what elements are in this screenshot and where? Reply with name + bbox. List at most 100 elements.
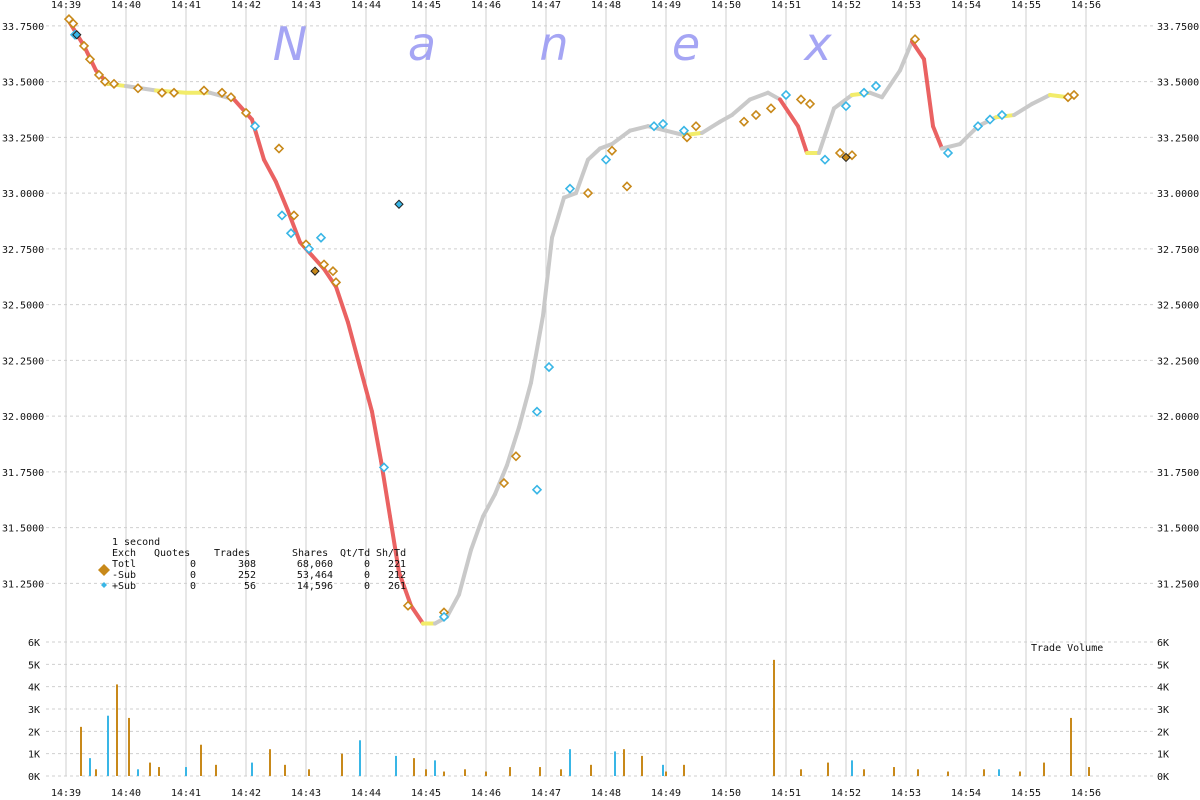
volume-bar [1070, 717, 1072, 776]
trade-plus-marker [531, 406, 543, 417]
volume-bar [623, 749, 625, 776]
trade-plus-marker [378, 462, 390, 473]
time-tick-bottom: 14:41 [171, 788, 201, 799]
volume-bar [95, 769, 97, 776]
time-tick-top: 14:49 [651, 0, 681, 11]
trade-plus-marker [276, 210, 288, 221]
legend-row-shares: 68,060 [297, 559, 333, 570]
trade-plus-marker [972, 121, 984, 132]
price-segment [397, 570, 413, 608]
trade-minus-marker [108, 78, 120, 89]
time-tick-top: 14:40 [111, 0, 141, 11]
price-segment [232, 97, 254, 122]
volume-title: Trade Volume [1031, 643, 1103, 654]
trade-minus-marker [690, 121, 702, 132]
trade-minus-marker [216, 87, 228, 98]
volume-bar [215, 764, 217, 776]
time-tick-top: 14:41 [171, 0, 201, 11]
price-segment [664, 128, 686, 138]
legend-header-exch: Exch [112, 548, 136, 559]
time-tick-top: 14:48 [591, 0, 621, 11]
time-tick-bottom: 14:52 [831, 788, 861, 799]
trade-minus-marker [510, 451, 522, 462]
volume-bar [341, 753, 343, 776]
volume-tick-right: 5K [1157, 660, 1169, 671]
price-tick-left: 31.7500 [2, 468, 44, 479]
volume-bar [485, 771, 487, 776]
trade-plus-marker [648, 121, 660, 132]
watermark-letter: N [273, 17, 307, 71]
volume-bar [773, 659, 775, 776]
time-tick-top: 14:53 [891, 0, 921, 11]
legend-row-shtd: 221 [388, 559, 406, 570]
price-tick-left: 32.2500 [2, 356, 44, 367]
trade-plus-marker [678, 125, 690, 136]
legend-layer: 1 second Exch Quotes Trades Shares Qt/Td… [98, 537, 406, 592]
price-tick-right: 32.2500 [1157, 356, 1199, 367]
trade-minus-marker [225, 92, 237, 103]
price-segment [262, 157, 278, 184]
price-segment [517, 380, 533, 430]
trade-minus-marker [804, 98, 816, 110]
volume-bar [269, 749, 271, 776]
time-tick-top: 14:50 [711, 0, 741, 11]
volume-bar [665, 771, 667, 776]
trade-minus-marker [93, 69, 105, 81]
volume-bar [983, 769, 985, 776]
price-segment [574, 157, 590, 196]
volume-bar [590, 764, 592, 776]
volume-bar [893, 767, 895, 776]
trade-minus-marker [681, 132, 693, 143]
trade-plus-marker [657, 118, 669, 130]
legend-row-shares: 14,596 [297, 581, 333, 592]
volume-bar [509, 767, 511, 776]
trade-minus-marker [621, 181, 633, 192]
trade-minus-marker [1068, 89, 1080, 101]
price-tick-right: 33.2500 [1157, 133, 1199, 144]
legend-header-shares: Shares [292, 548, 328, 559]
trade-solid-marker [310, 266, 320, 276]
volume-bar [185, 767, 187, 776]
trade-minus-marker [99, 76, 111, 87]
trade-solid-marker [72, 30, 82, 40]
price-segment [931, 124, 944, 151]
legend-row-quotes: 0 [190, 559, 196, 570]
time-tick-bottom: 14:56 [1071, 788, 1101, 799]
legend-interval: 1 second [112, 537, 160, 548]
volume-bar [116, 684, 118, 776]
trade-plus-marker [996, 109, 1008, 121]
price-segment [1012, 101, 1034, 118]
price-segment [817, 106, 836, 155]
price-segment [778, 97, 800, 129]
price-tick-left: 33.0000 [2, 189, 44, 200]
time-tick-bottom: 14:54 [951, 788, 981, 799]
price-segment [445, 592, 461, 619]
time-tick-bottom: 14:53 [891, 788, 921, 799]
time-tick-bottom: 14:39 [51, 788, 81, 799]
trade-minus-marker [909, 34, 921, 45]
legend-header-quotes: Quotes [154, 548, 190, 559]
time-tick-top: 14:55 [1011, 0, 1041, 11]
volume-tick-left: 1K [28, 750, 40, 761]
time-tick-bottom: 14:48 [591, 788, 621, 799]
price-tick-right: 32.5000 [1157, 301, 1199, 312]
volume-bar [1019, 771, 1021, 776]
trade-plus-marker [531, 484, 543, 495]
time-tick-bottom: 14:51 [771, 788, 801, 799]
volume-bar [641, 755, 643, 776]
time-tick-top: 14:42 [231, 0, 261, 11]
price-tick-left: 32.0000 [2, 412, 44, 423]
trade-plus-marker [438, 611, 450, 622]
legend-header-qttd: Qt/Td [340, 548, 370, 559]
trade-plus-marker [600, 154, 612, 165]
trade-plus-marker [984, 114, 996, 125]
volume-bar [425, 769, 427, 776]
volume-bar [683, 764, 685, 776]
trade-minus-marker [240, 107, 252, 118]
price-segment [409, 603, 425, 626]
volume-bar [359, 740, 361, 776]
price-segment [730, 97, 752, 118]
trade-minus-marker [84, 54, 96, 65]
time-tick-bottom: 14:43 [291, 788, 321, 799]
